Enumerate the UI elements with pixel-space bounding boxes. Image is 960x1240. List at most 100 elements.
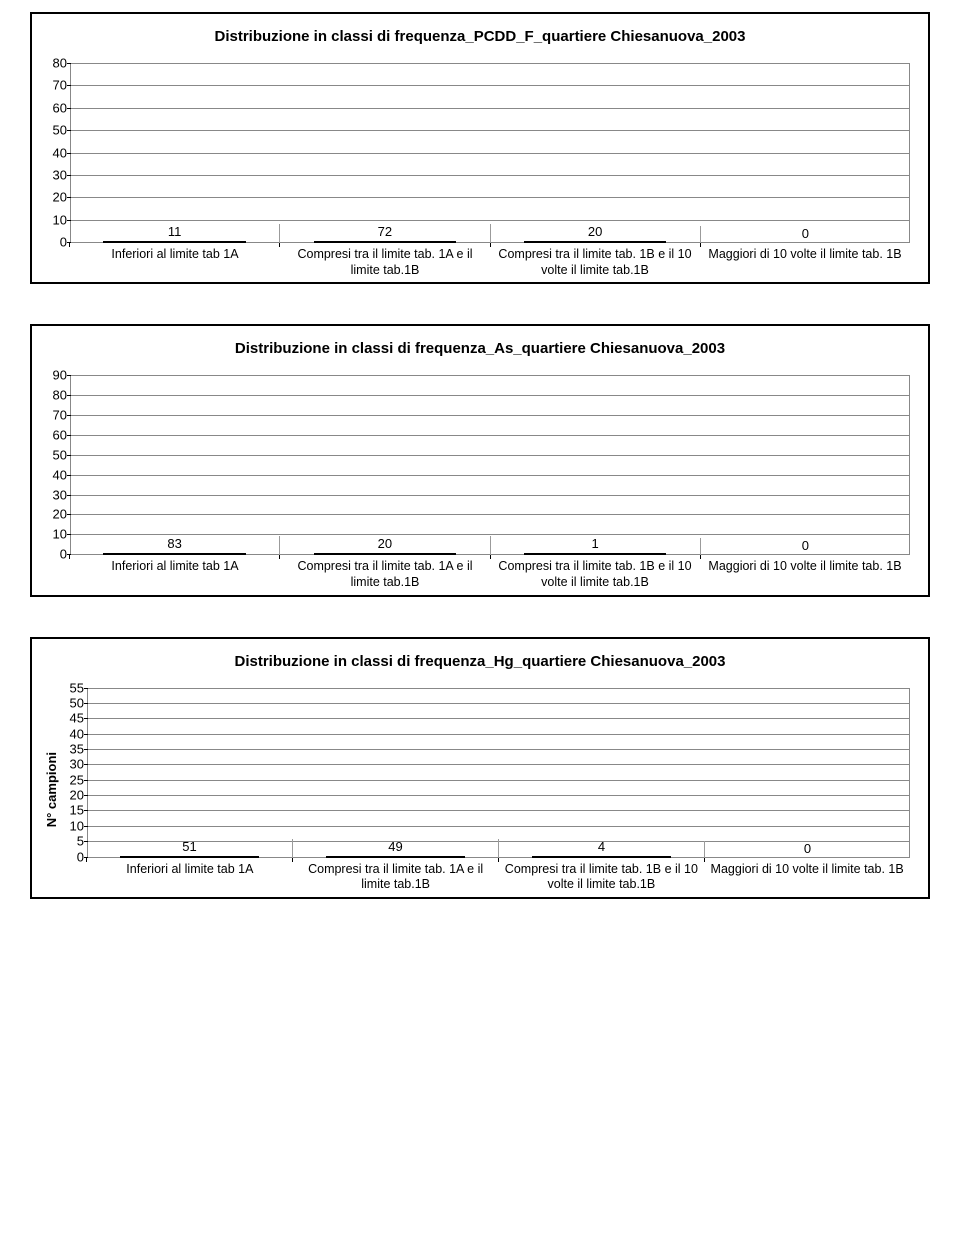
x-axis-label: Maggiori di 10 volte il limite tab. 1B [704,862,910,893]
y-tick-label: 30 [60,757,84,772]
bars-container: 83 20 1 0 [70,375,910,555]
x-axis-label: Compresi tra il limite tab. 1A e il limi… [280,247,490,278]
category-tick [69,243,70,247]
y-tick-label: 20 [60,788,84,803]
bar [103,241,245,243]
y-tick-label: 10 [60,818,84,833]
x-labels: Inferiori al limite tab 1ACompresi tra i… [70,559,910,590]
plot-area: 0102030405060708090832010 [70,375,910,555]
chart-panel: Distribuzione in classi di frequenza_PCD… [30,12,930,284]
bar-slot: 0 [704,841,910,858]
plot-area: 010203040506070801172200 [70,63,910,243]
plot-area: 0510152025303540455055514940 [87,688,910,858]
chart-inner: 0102030405060708090832010Inferiori al li… [42,375,918,590]
category-tick [279,555,280,559]
bar-slot: 1 [490,536,700,555]
y-tick-label: 10 [43,212,67,227]
y-tick-label: 80 [43,388,67,403]
y-tick-label: 0 [43,547,67,562]
bar-slot: 20 [279,536,489,555]
y-tick-label: 40 [43,145,67,160]
bar [314,241,456,243]
bar [524,241,666,243]
y-tick-label: 90 [43,368,67,383]
y-tick-label: 50 [60,695,84,710]
chart-title: Distribuzione in classi di frequenza_Hg_… [42,653,918,670]
y-tick-label: 40 [60,726,84,741]
bar [314,553,456,555]
x-axis-label: Compresi tra il limite tab. 1B e il 10 v… [490,559,700,590]
y-tick-label: 30 [43,167,67,182]
y-axis-label: N° campioni [42,752,59,827]
category-tick [490,555,491,559]
category-tick [498,858,499,862]
chart-panel: Distribuzione in classi di frequenza_As_… [30,324,930,596]
x-axis-label: Inferiori al limite tab 1A [87,862,293,893]
bar [103,553,245,555]
chart-wrap: N° campioni0510152025303540455055514940I… [42,688,918,893]
y-tick-label: 20 [43,190,67,205]
bar-value-label: 20 [378,536,392,551]
bar-value-label: 1 [592,536,599,551]
y-tick-label: 45 [60,711,84,726]
bar [524,553,666,555]
y-tick-label: 0 [43,235,67,250]
y-tick-label: 35 [60,741,84,756]
category-tick [279,243,280,247]
chart-inner: 0510152025303540455055514940Inferiori al… [59,688,918,893]
bar-slot: 49 [292,839,498,858]
y-tick-label: 30 [43,487,67,502]
bar-value-label: 0 [802,538,809,553]
category-tick [86,858,87,862]
bar-slot: 11 [70,224,279,243]
bar-slot: 0 [700,538,910,555]
bar-slot: 72 [279,224,489,243]
y-tick-label: 10 [43,527,67,542]
bar-value-label: 0 [802,226,809,241]
bars-container: 11 72 20 0 [70,63,910,243]
bar-value-label: 4 [598,839,605,854]
y-tick-label: 25 [60,772,84,787]
bar [532,856,671,858]
bar-value-label: 0 [804,841,811,856]
bar-slot: 0 [700,226,910,243]
x-labels: Inferiori al limite tab 1ACompresi tra i… [70,247,910,278]
bar-value-label: 51 [182,839,196,854]
category-tick [704,858,705,862]
bars-container: 51 49 4 0 [87,688,910,858]
x-axis-label: Maggiori di 10 volte il limite tab. 1B [700,247,910,278]
y-tick-label: 80 [43,56,67,71]
category-tick [700,555,701,559]
y-tick-label: 50 [43,123,67,138]
y-tick-label: 70 [43,408,67,423]
category-tick [490,243,491,247]
x-axis-label: Inferiori al limite tab 1A [70,559,280,590]
x-axis-label: Maggiori di 10 volte il limite tab. 1B [700,559,910,590]
x-axis-label: Inferiori al limite tab 1A [70,247,280,278]
category-tick [69,555,70,559]
y-tick-label: 50 [43,447,67,462]
y-tick-label: 55 [60,680,84,695]
x-axis-label: Compresi tra il limite tab. 1A e il limi… [280,559,490,590]
y-tick-label: 60 [43,427,67,442]
chart-panel: Distribuzione in classi di frequenza_Hg_… [30,637,930,899]
chart-inner: 010203040506070801172200Inferiori al lim… [42,63,918,278]
y-tick-label: 70 [43,78,67,93]
bar-value-label: 72 [378,224,392,239]
bar-slot: 83 [70,536,279,555]
category-tick [700,243,701,247]
bar-value-label: 49 [388,839,402,854]
chart-title: Distribuzione in classi di frequenza_As_… [42,340,918,357]
bar-slot: 4 [498,839,704,858]
bar-slot: 20 [490,224,700,243]
y-tick-label: 40 [43,467,67,482]
x-axis-label: Compresi tra il limite tab. 1B e il 10 v… [490,247,700,278]
category-tick [292,858,293,862]
bar [120,856,259,858]
bar [326,856,465,858]
chart-title: Distribuzione in classi di frequenza_PCD… [42,28,918,45]
y-tick-label: 15 [60,803,84,818]
y-tick-label: 0 [60,849,84,864]
x-axis-label: Compresi tra il limite tab. 1A e il limi… [293,862,499,893]
y-tick-label: 60 [43,100,67,115]
